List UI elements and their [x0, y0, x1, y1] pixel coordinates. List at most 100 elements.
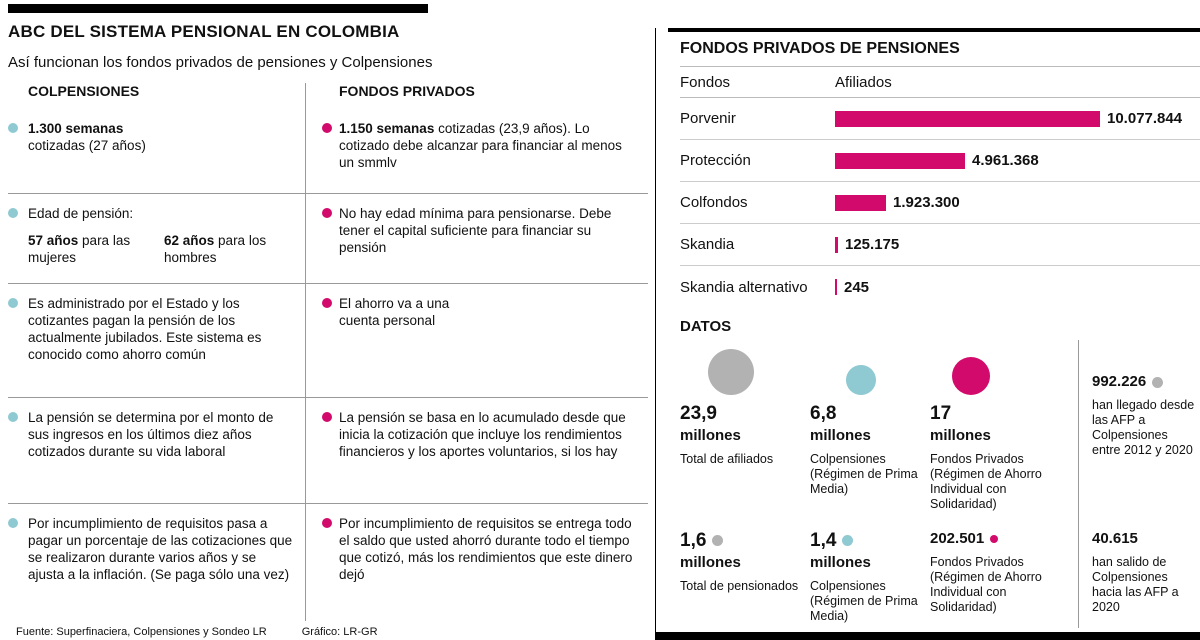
- marker-area: [810, 339, 920, 395]
- marker-area: [680, 339, 800, 395]
- stat-value: 17: [930, 403, 952, 424]
- age-columns: 57 años para las mujeres 62 años para lo…: [28, 232, 293, 266]
- stat-value: 992.226: [1092, 373, 1196, 390]
- stat-desc: Total de afiliados: [680, 452, 774, 466]
- page-subtitle: Así funcionan los fondos privados de pen…: [8, 54, 433, 71]
- credit-text: Gráfico: LR-GR: [301, 626, 378, 638]
- cell-text: El ahorro va a una cuenta personal: [339, 296, 450, 328]
- cell-text: No hay edad mínima para pensionarse. Deb…: [339, 206, 612, 255]
- fondos-privados-cell: No hay edad mínima para pensionarse. Deb…: [305, 194, 648, 283]
- page-title: ABC DEL SISTEMA PENSIONAL EN COLOMBIA: [8, 22, 400, 41]
- fondos-privados-header: FONDOS PRIVADOS: [305, 83, 648, 109]
- cell-text: Por incumplimiento de requisitos pasa a …: [28, 516, 293, 582]
- bar-row-proteccion: Protección 4.961.368: [680, 140, 1200, 182]
- teal-dot-icon: [842, 535, 854, 547]
- datos-grid: 23,9 millones Total de afiliados 6,8 mil…: [680, 339, 1200, 624]
- right-panel-content: FONDOS PRIVADOS DE PENSIONES Fondos Afil…: [680, 40, 1200, 628]
- comparison-row-administracion: Es administrado por el Estado y los coti…: [8, 283, 648, 397]
- fondos-privados-cell: Por incumplimiento de requisitos se entr…: [305, 504, 648, 621]
- comparison-row-calculo-pension: La pensión se determina por el monto de …: [8, 397, 648, 503]
- stat-total-pensionados: 1,6 millones Total de pensionados: [680, 530, 810, 624]
- colpensiones-cell: La pensión se determina por el monto de …: [8, 398, 305, 503]
- bar-category-label: Skandia: [680, 236, 735, 253]
- stat-colpensiones-pensionados: 1,4 millones Colpensiones (Régimen de Pr…: [810, 530, 930, 624]
- bar-value-label: 10.077.844: [1107, 110, 1183, 127]
- pink-bullet-icon: [322, 208, 332, 218]
- pink-dot-icon: [990, 535, 999, 544]
- stat-desc: han salido de Colpensiones hacia las AFP…: [1092, 555, 1179, 614]
- bar-category-label: Colfondos: [680, 194, 748, 211]
- column-header-fondos: Fondos: [680, 73, 731, 91]
- stat-desc: Colpensiones (Régimen de Prima Media): [810, 452, 918, 496]
- datos-section: DATOS 23,9 millones Total de afiliados 6…: [680, 318, 1200, 628]
- comparison-row-incumplimiento: Por incumplimiento de requisitos pasa a …: [8, 503, 648, 621]
- fondos-privados-cell: 1.150 semanas cotizadas (23,9 años). Lo …: [305, 109, 648, 193]
- cell-text: 1.300 semanas cotizadas (27 años): [28, 121, 146, 153]
- stat-desc: Fondos Privados (Régimen de Ahorro Indiv…: [930, 555, 1042, 614]
- cell-text: La pensión se determina por el monto de …: [28, 410, 274, 459]
- stat-unit: millones: [810, 427, 871, 444]
- stat-fondos-privados-pensionados: 202.501 Fondos Privados (Régimen de Ahor…: [930, 530, 1078, 624]
- stat-desc: Total de pensionados: [680, 579, 799, 593]
- fondos-privados-cell: El ahorro va a una cuenta personal: [305, 284, 648, 397]
- cell-text: Por incumplimiento de requisitos se entr…: [339, 516, 633, 582]
- gray-circle-icon: [708, 349, 754, 395]
- bar-row-colfondos: Colfondos 1.923.300: [680, 182, 1200, 224]
- stat-colpensiones-afiliados: 6,8 millones Colpensiones (Régimen de Pr…: [810, 339, 930, 512]
- bar-row-skandia-alternativo: Skandia alternativo 245: [680, 266, 1200, 308]
- teal-bullet-icon: [8, 123, 18, 133]
- teal-circle-icon: [846, 365, 876, 395]
- chart-title: FONDOS PRIVADOS DE PENSIONES: [680, 40, 960, 57]
- stat-value: 23,9: [680, 403, 717, 424]
- stat-value: 40.615: [1092, 530, 1138, 547]
- stat-desc: Colpensiones (Régimen de Prima Media): [810, 579, 918, 623]
- stat-value: 202.501: [930, 530, 1068, 547]
- fondos-privados-cell: La pensión se basa en lo acumulado desde…: [305, 398, 648, 503]
- column-header-afiliados: Afiliados: [835, 73, 892, 91]
- bar: [835, 152, 965, 169]
- headline-rule: [8, 4, 428, 13]
- cell-text: Es administrado por el Estado y los coti…: [28, 296, 262, 362]
- teal-bullet-icon: [8, 298, 18, 308]
- bar-value-label: 1.923.300: [893, 194, 960, 211]
- age-men: 62 años para los hombres: [164, 233, 267, 265]
- cell-text: Edad de pensión:: [28, 206, 134, 221]
- marker-area: [930, 339, 1068, 395]
- teal-bullet-icon: [8, 412, 18, 422]
- teal-bullet-icon: [8, 518, 18, 528]
- bar-category-label: Porvenir: [680, 110, 736, 127]
- colpensiones-cell: 1.300 semanas cotizadas (27 años): [8, 109, 305, 193]
- comparison-table: COLPENSIONES FONDOS PRIVADOS 1.300 seman…: [8, 83, 648, 621]
- bar-category-label: Protección: [680, 152, 751, 169]
- age-women: 57 años para las mujeres: [28, 233, 131, 265]
- gray-dot-icon: [1152, 376, 1164, 388]
- panel-top-rule: [668, 28, 1200, 32]
- bar-category-label: Skandia alternativo: [680, 278, 808, 296]
- gray-dot-icon: [712, 535, 724, 547]
- bar-value-label: 4.961.368: [972, 152, 1039, 169]
- panel-bottom-rule: [655, 632, 1200, 640]
- datos-title: DATOS: [680, 318, 732, 335]
- bar: [835, 194, 886, 211]
- stat-unit: millones: [680, 554, 741, 571]
- cell-text: La pensión se basa en lo acumulado desde…: [339, 410, 626, 459]
- stat-desc: han llegado desde las AFP a Colpensiones…: [1092, 398, 1195, 457]
- comparison-row-edad: Edad de pensión: 57 años para las mujere…: [8, 193, 648, 283]
- stat-salidos-colpensiones: 40.615 han salido de Colpensiones hacia …: [1078, 530, 1200, 624]
- panel-divider-line: [655, 28, 656, 640]
- source-text: Fuente: Superfinaciera, Colpensiones y S…: [16, 626, 267, 638]
- pink-circle-icon: [952, 357, 990, 395]
- pink-bullet-icon: [322, 518, 332, 528]
- pink-bullet-icon: [322, 123, 332, 133]
- colpensiones-cell: Por incumplimiento de requisitos pasa a …: [8, 504, 305, 621]
- bar-value-label: 125.175: [845, 236, 900, 253]
- stat-unit: millones: [930, 427, 991, 444]
- stat-llegados-colpensiones: 992.226 han llegado desde las AFP a Colp…: [1078, 339, 1200, 512]
- cell-text: 1.150 semanas cotizadas (23,9 años). Lo …: [339, 121, 622, 170]
- bar: [835, 110, 1100, 127]
- pink-bullet-icon: [322, 298, 332, 308]
- stat-unit: millones: [810, 554, 871, 571]
- datos-divider-line: [1078, 340, 1079, 628]
- bar-chart: Porvenir 10.077.844 Protección 4.961.368…: [680, 98, 1200, 308]
- bar: [835, 236, 838, 253]
